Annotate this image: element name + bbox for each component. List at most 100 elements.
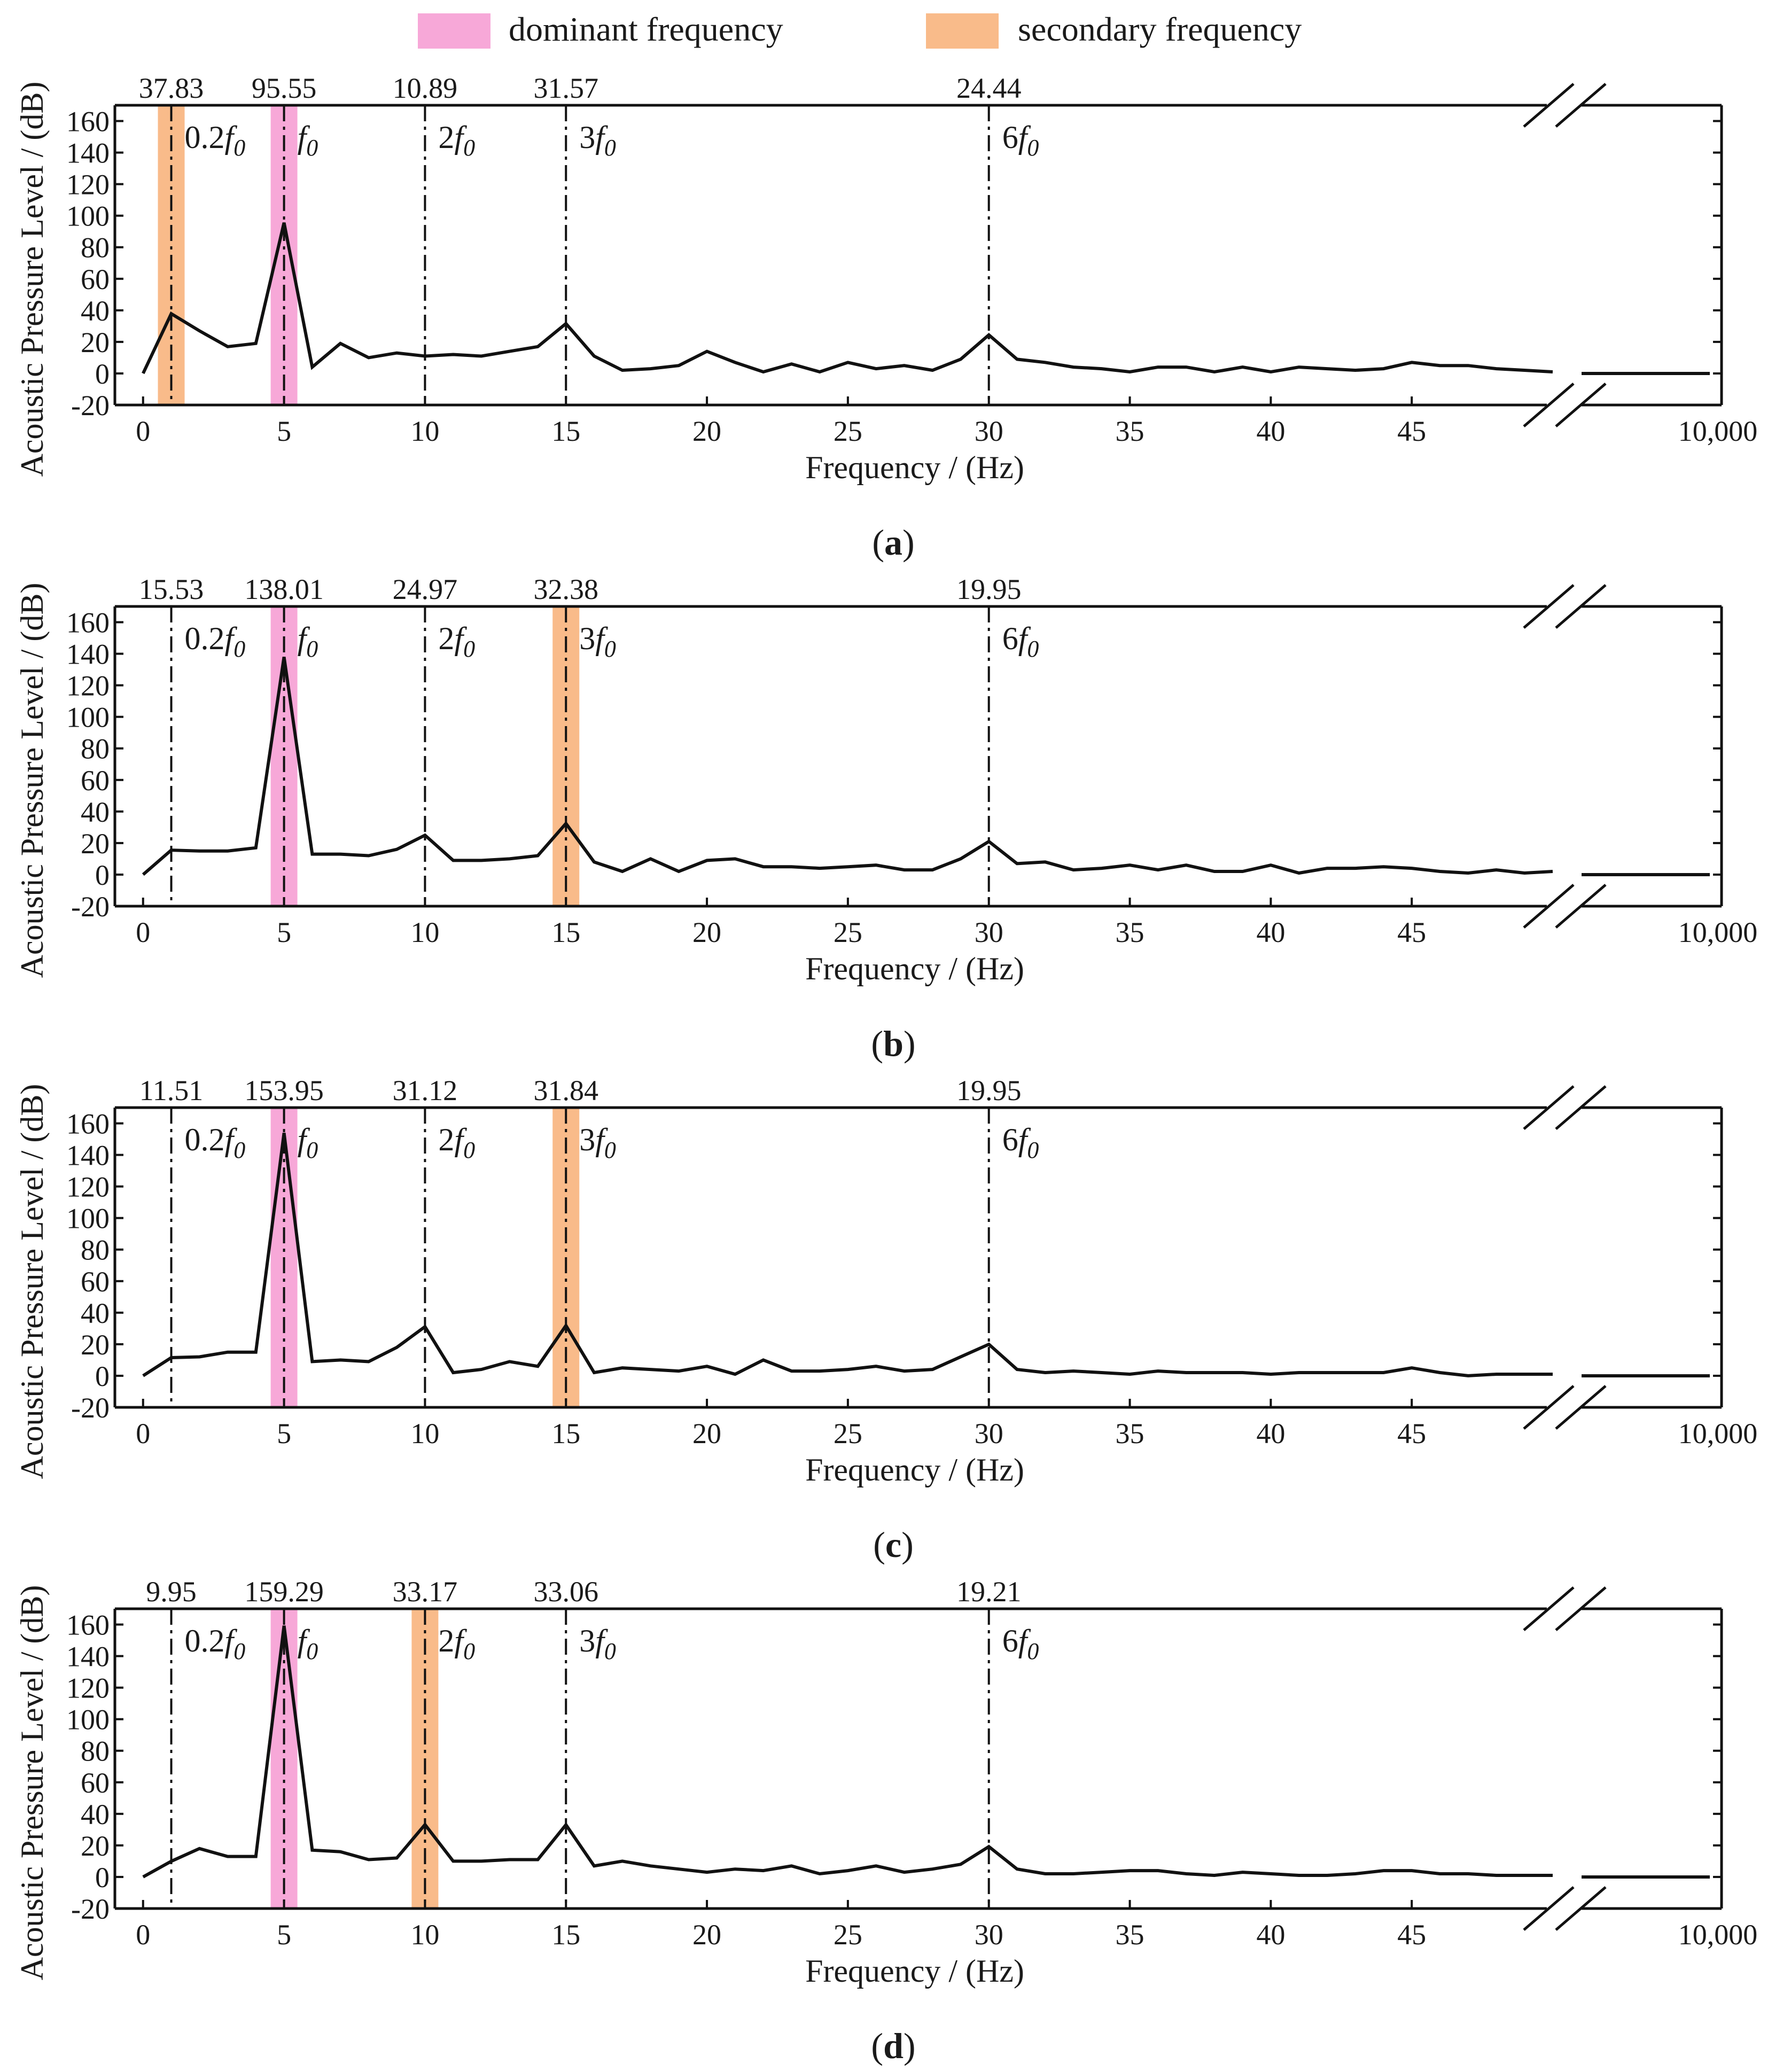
y-tick-label: 140 (66, 1140, 110, 1172)
axis-break-top (1523, 1586, 1575, 1631)
harmonic-label: 6f0 (1002, 621, 1039, 662)
y-tick-label: 80 (81, 1234, 110, 1266)
axis-break-bottom (1555, 1886, 1607, 1931)
y-tick-label: 100 (66, 200, 110, 232)
peak-value-label: 31.12 (393, 1074, 458, 1107)
legend-swatch-secondary (926, 13, 999, 49)
x-tick-label: 40 (1256, 916, 1285, 948)
y-tick-label: 60 (81, 263, 110, 295)
y-tick-label: 60 (81, 1266, 110, 1298)
y-tick-label: 40 (81, 1297, 110, 1329)
y-tick-label: 120 (66, 670, 110, 702)
y-tick-label: 0 (95, 1360, 110, 1392)
x-tick-label-break: 10,000 (1678, 916, 1758, 948)
x-axis-label: Frequency / (Hz) (805, 1953, 1024, 1989)
panel-label: (b) (871, 1023, 915, 1064)
harmonic-label: 3f0 (579, 621, 616, 662)
x-tick-label: 15 (551, 1417, 580, 1450)
x-tick-label: 25 (834, 1919, 862, 1951)
plot-frame (113, 83, 1723, 427)
peak-value-label: 19.21 (956, 1576, 1022, 1608)
panel-label: (a) (872, 522, 914, 563)
x-tick-label: 15 (551, 1919, 580, 1951)
x-tick-label: 25 (834, 415, 862, 447)
axis-break-top (1555, 584, 1607, 629)
x-tick-label: 45 (1397, 1417, 1426, 1450)
legend-swatch-dominant (418, 13, 490, 49)
harmonic-label: f0 (298, 120, 318, 161)
y-tick-label: 120 (66, 1672, 110, 1704)
y-tick-label: 40 (81, 1798, 110, 1830)
x-tick-label: 40 (1256, 1417, 1285, 1450)
y-tick-label: -20 (71, 891, 110, 923)
harmonic-label: 0.2f0 (185, 1122, 246, 1163)
axis-break-bottom (1523, 884, 1575, 929)
harmonic-label: 3f0 (579, 120, 616, 161)
axis-break-top (1523, 1085, 1575, 1130)
x-tick-label: 45 (1397, 916, 1426, 948)
harmonic-label: 6f0 (1002, 120, 1039, 161)
y-tick-label: 100 (66, 1203, 110, 1235)
x-tick-label: 15 (551, 916, 580, 948)
series-line (142, 657, 1553, 876)
series-line (142, 1625, 1553, 1879)
y-axis-label: Acoustic Pressure Level / (dB) (14, 583, 50, 978)
peak-value-label: 11.51 (139, 1074, 204, 1107)
x-tick-label: 35 (1116, 415, 1144, 447)
y-tick-label: 20 (81, 326, 110, 359)
x-tick-label: 5 (277, 1417, 291, 1450)
legend-label-secondary: secondary frequency (1018, 10, 1302, 48)
peak-value-label: 31.84 (533, 1074, 598, 1107)
x-tick-label: 25 (834, 1417, 862, 1450)
axis-break-bottom (1555, 383, 1607, 427)
axis-break-top (1523, 584, 1575, 629)
harmonic-label: f0 (298, 1623, 318, 1664)
axis-break-bottom (1523, 1385, 1575, 1430)
x-tick-label: 30 (975, 1919, 1003, 1951)
harmonic-label: 2f0 (438, 1122, 475, 1163)
y-tick-label: -20 (71, 1392, 110, 1424)
harmonic-label: f0 (298, 621, 318, 662)
x-tick-label: 5 (277, 415, 291, 447)
x-axis-label: Frequency / (Hz) (805, 450, 1024, 485)
y-tick-label: 40 (81, 295, 110, 327)
axis-break-bottom (1555, 884, 1607, 929)
harmonic-label: f0 (298, 1122, 318, 1163)
peak-value-label: 33.06 (533, 1576, 598, 1608)
x-tick-label: 15 (551, 415, 580, 447)
harmonic-label: 0.2f0 (185, 1623, 246, 1664)
axis-break-top (1555, 1085, 1607, 1130)
peak-value-label: 24.97 (393, 573, 458, 605)
x-tick-label: 25 (834, 916, 862, 948)
y-tick-label: 120 (66, 1171, 110, 1203)
y-tick-label: 0 (95, 358, 110, 390)
x-tick-label: 35 (1116, 916, 1144, 948)
peak-value-label: 159.29 (244, 1576, 324, 1608)
x-tick-label: 30 (975, 916, 1003, 948)
x-tick-label: 20 (692, 916, 721, 948)
axis-break-bottom (1555, 1385, 1607, 1430)
y-tick-label: 0 (95, 1861, 110, 1894)
y-tick-label: 140 (66, 638, 110, 671)
y-tick-label: 0 (95, 859, 110, 891)
x-tick-label: 30 (975, 1417, 1003, 1450)
peak-value-label: 19.95 (956, 573, 1022, 605)
harmonic-label: 6f0 (1002, 1623, 1039, 1664)
y-tick-label: 20 (81, 1329, 110, 1361)
y-tick-label: 140 (66, 1641, 110, 1673)
plot-frame (113, 1586, 1723, 1931)
x-axis-label: Frequency / (Hz) (805, 951, 1024, 986)
x-tick-label: 35 (1116, 1417, 1144, 1450)
x-tick-label: 20 (692, 1919, 721, 1951)
peak-value-label: 37.83 (139, 72, 204, 104)
x-tick-label: 0 (136, 1417, 150, 1450)
peak-value-label: 32.38 (533, 573, 598, 605)
y-tick-label: 160 (66, 607, 110, 639)
axis-break-top (1555, 1586, 1607, 1631)
x-tick-label: 10 (410, 1919, 439, 1951)
y-tick-label: -20 (71, 390, 110, 422)
